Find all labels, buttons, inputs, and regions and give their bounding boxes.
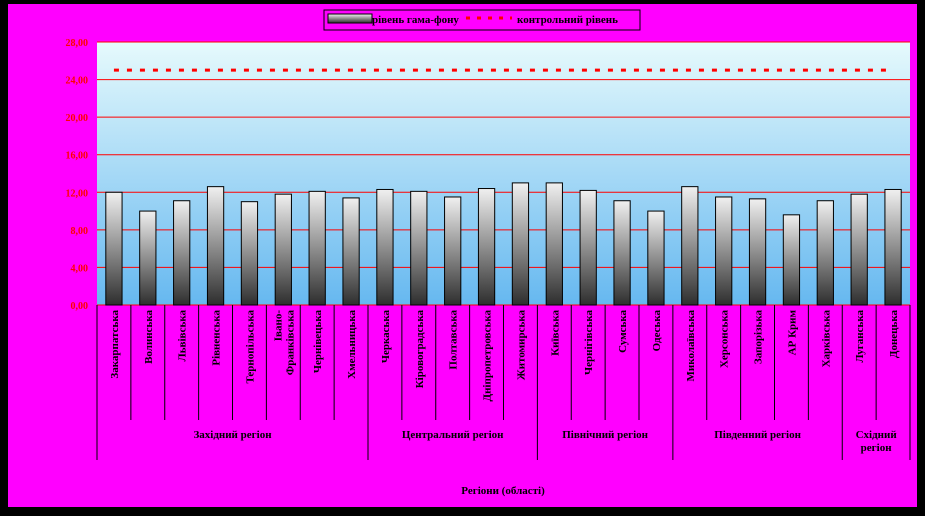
x-category-label: Київська: [549, 310, 561, 356]
x-category-label: Дніпропетровська: [482, 310, 494, 402]
x-category-label: Житомирська: [515, 310, 527, 381]
legend: рівень гама-фону контрольний рівень: [323, 9, 641, 31]
plot-area: [97, 42, 910, 305]
bar: [681, 186, 699, 306]
x-category-label: Львівська: [177, 310, 189, 362]
x-category-label: Харківська: [820, 310, 832, 368]
bar: [511, 182, 530, 306]
bar: [342, 197, 360, 306]
y-tick-label: 16,00: [66, 151, 89, 162]
bar: [173, 200, 191, 306]
bar: [139, 210, 157, 306]
x-group-label: Західний регіон: [193, 429, 272, 441]
legend-box: [323, 9, 641, 31]
x-category-label: Херсонська: [719, 310, 731, 369]
bar: [613, 200, 631, 306]
bar: [850, 193, 868, 306]
y-tick-label: 12,00: [66, 188, 89, 199]
x-category-label: Одеська: [651, 310, 663, 352]
legend-bar-swatch: [327, 13, 373, 24]
legend-bar-label: рівень гама-фону: [372, 14, 459, 26]
bar: [782, 214, 801, 306]
x-category-label: Рівненська: [211, 310, 223, 366]
x-axis-title: Регіони (області): [461, 485, 545, 497]
x-category-label: Чернігівська: [583, 310, 595, 375]
bar: [715, 196, 733, 306]
legend-control-label: контрольний рівень: [517, 14, 618, 26]
bar: [206, 186, 225, 306]
x-category-label: Хмельницька: [346, 310, 358, 379]
x-category-label: Івано-Франківська: [272, 310, 296, 376]
bar: [748, 198, 767, 306]
bar: [816, 200, 834, 306]
bar: [647, 210, 665, 306]
y-tick-label: 8,00: [71, 226, 89, 237]
bar: [105, 191, 123, 306]
x-group-label: Центральний регіон: [402, 429, 504, 441]
x-category-label: Сумська: [617, 310, 629, 353]
x-category-label: АР Крим: [786, 309, 798, 355]
x-category-label: Миколаївська: [685, 310, 697, 382]
x-axis-categories: Закарпатська Волинська Львівська Рівненська…: [96, 305, 911, 420]
y-tick-label: 24,00: [66, 76, 89, 87]
x-group-label: Південний регіон: [714, 429, 801, 441]
x-category-label: Тернопільська: [244, 310, 256, 384]
bar: [376, 188, 394, 306]
y-tick-label: 20,00: [66, 113, 89, 124]
bar-series: [105, 182, 902, 306]
bar: [274, 193, 292, 306]
x-axis-groups: Західний регіон Центральний регіон Північн…: [96, 420, 911, 460]
bar: [884, 188, 902, 306]
x-category-label: Закарпатська: [109, 310, 121, 379]
x-category-label: Чернівецька: [312, 310, 324, 374]
x-category-label: Черкаська: [380, 310, 392, 364]
x-category-label: Запорізька: [753, 310, 765, 365]
x-group-label: Північний регіон: [562, 429, 648, 441]
bar: [410, 190, 428, 306]
x-category-label: Полтавська: [448, 310, 460, 370]
x-category-label: Кіровоградська: [414, 310, 426, 389]
bar: [240, 201, 259, 306]
y-tick-label: 0,00: [71, 301, 89, 312]
x-category-label: Луганська: [854, 310, 866, 363]
bar: [444, 196, 462, 306]
bar: [477, 188, 496, 306]
x-group-label: Східний регіон: [856, 429, 898, 454]
bar: [308, 190, 326, 306]
y-tick-label: 4,00: [71, 263, 89, 274]
bar: [579, 189, 597, 306]
y-tick-label: 28,00: [66, 38, 89, 49]
bar: [545, 182, 563, 306]
y-axis-ticks: 0,00 4,00 8,00 12,00 16,00 20,00 24,00 28,00: [66, 38, 89, 312]
x-category-label: Волинська: [143, 310, 155, 364]
x-category-label: Донецька: [888, 310, 900, 359]
